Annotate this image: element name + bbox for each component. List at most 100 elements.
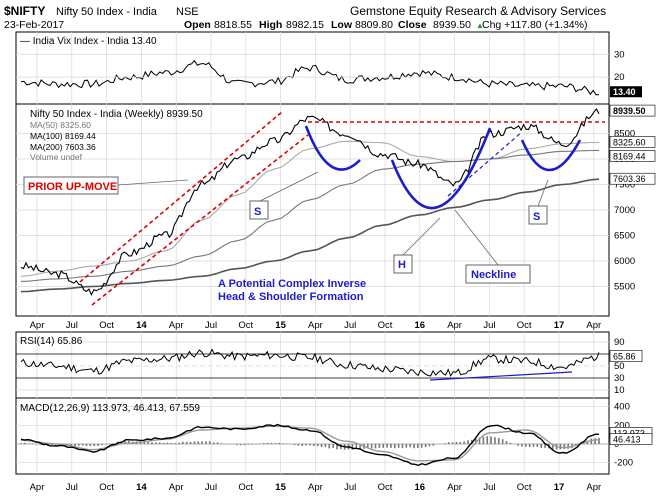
channel-upper-line <box>79 111 283 283</box>
x-tick-label-upper: 17 <box>554 320 565 331</box>
s-right-box <box>528 205 548 225</box>
price-legend-ma200: MA(200) 7603.36 <box>30 142 96 152</box>
high-value: 8982.15 <box>286 19 324 31</box>
rsi-badge-value: 65.86 <box>613 351 636 361</box>
neckline-box <box>465 264 531 284</box>
macd-tick-label: -200 <box>614 458 633 469</box>
header-provider: Gemstone Equity Research & Advisory Serv… <box>350 4 606 18</box>
price-legend-volume: Volume undef <box>30 152 83 162</box>
price-tick-label: 6500 <box>614 231 635 242</box>
rsi-line <box>20 348 600 378</box>
x-tick-label-lower: Apr <box>447 482 462 493</box>
x-tick-label-lower: Apr <box>308 482 323 493</box>
neckline-label: Neckline <box>471 269 516 281</box>
x-tick-label-lower: 14 <box>136 482 147 493</box>
s-left-label: S <box>254 206 261 218</box>
header-name: Nifty 50 Index - India <box>56 6 158 18</box>
open-label: Open <box>184 19 211 31</box>
x-tick-label-upper: Apr <box>586 320 601 331</box>
price-series: 85008000750070006500600055008939.508325.… <box>16 104 656 296</box>
s-right-pointer <box>537 179 549 207</box>
ma-line-3 <box>20 178 600 293</box>
rsi-tick-label: 50 <box>614 361 625 372</box>
x-tick-label-upper: Jul <box>205 320 217 331</box>
x-tick-label-upper: Jul <box>66 320 78 331</box>
macd-tick-label: 400 <box>614 402 630 413</box>
vix-tick-label: 30 <box>614 49 625 60</box>
head-arc <box>390 127 492 210</box>
macd-badge-box <box>609 433 653 445</box>
rsi-legend: RSI(14) 65.86 <box>20 336 83 347</box>
x-tick-label-lower: Apr <box>30 482 45 493</box>
price-badge-value: 8939.50 <box>613 106 646 116</box>
macd-line <box>20 423 600 467</box>
macd-tick-label: 200 <box>614 420 630 431</box>
price-badge-value: 8169.44 <box>613 151 646 161</box>
price-tick-label: 7000 <box>614 205 635 216</box>
neckline-pointer <box>454 209 499 266</box>
price-badge-box <box>609 150 656 162</box>
price-tick-label: 6000 <box>614 256 635 267</box>
vix-badge-value: 13.40 <box>613 87 636 97</box>
price-tick-label: 8500 <box>614 129 635 140</box>
x-tick-label-upper: Oct <box>99 320 114 331</box>
right-shoulder-arc <box>520 139 582 172</box>
x-tick-label-lower: 16 <box>415 482 426 493</box>
rsi-tick-label: 10 <box>614 385 625 396</box>
macd-badge-value: 46.413 <box>613 435 641 445</box>
header-date: 23-Feb-2017 <box>4 19 64 31</box>
formation-label-line2: Head & Shoulder Formation <box>218 291 364 303</box>
price-badge-value: 8325.60 <box>613 137 646 147</box>
price-legend-ma100: MA(100) 8169.44 <box>30 131 96 141</box>
price-line <box>20 108 600 296</box>
macd-signal-line <box>20 425 600 462</box>
price-badge-box <box>609 172 656 185</box>
vix-series: 30 20 13.40 <box>16 49 642 98</box>
vix-tick-label: 20 <box>614 72 625 83</box>
change-up-arrow: ▲ <box>476 21 484 30</box>
s-left-pointer <box>259 171 319 202</box>
price-legend-ma50: MA(50) 8325.60 <box>30 120 91 130</box>
x-tick-label-lower: Oct <box>517 482 532 493</box>
low-value: 8809.80 <box>355 19 393 31</box>
prior-up-move-label: PRIOR UP-MOVE <box>28 181 117 193</box>
x-tick-label-upper: Apr <box>447 320 462 331</box>
vix-legend: — India Vix Index - India 13.40 <box>20 36 157 47</box>
x-tick-label-lower: Jul <box>344 482 356 493</box>
macd-panel <box>15 397 610 475</box>
close-label: Close <box>398 19 427 31</box>
x-tick-label-lower: 17 <box>554 482 565 493</box>
close-value: 8939.50 <box>433 19 471 31</box>
x-tick-label-upper: Oct <box>378 320 393 331</box>
ma-line-1 <box>20 140 600 277</box>
price-badge-box <box>609 104 656 117</box>
rsi-badge-box <box>609 350 643 362</box>
x-tick-label-upper: Oct <box>517 320 532 331</box>
vix-badge-box <box>610 86 642 98</box>
channel-lower-line <box>91 134 309 306</box>
h-box <box>393 254 413 274</box>
ma-line-2 <box>20 149 600 282</box>
header-exchange: NSE <box>176 6 199 18</box>
axis-labels: Apr Apr Jul Jul Oct Oct 14 14 Apr Apr Jul Jul Oct Oct… <box>30 320 602 493</box>
annotations <box>79 111 605 306</box>
prior-up-move-pointer <box>117 179 189 186</box>
formation-label-line1: A Potential Complex Inverse <box>218 278 366 290</box>
vix-line <box>20 59 600 96</box>
header-symbol: $NIFTY <box>4 4 45 18</box>
h-pointer <box>402 217 441 256</box>
x-tick-label-lower: 15 <box>275 482 286 493</box>
x-tick-label-lower: Apr <box>169 482 184 493</box>
low-label: Low <box>331 19 353 31</box>
macd-legend: MACD(12,26,9) 113.973, 46.413, 67.559 <box>20 403 200 414</box>
h-label: H <box>398 259 406 271</box>
rsi-tick-label: 90 <box>614 337 625 348</box>
open-value: 8818.55 <box>214 19 252 31</box>
x-tick-label-upper: Oct <box>238 320 253 331</box>
rsi-series: 907050301065.86 <box>16 337 643 396</box>
rsi-trend-line <box>429 371 573 381</box>
x-tick-label-upper: Apr <box>30 320 45 331</box>
x-tick-label-upper: 16 <box>415 320 426 331</box>
